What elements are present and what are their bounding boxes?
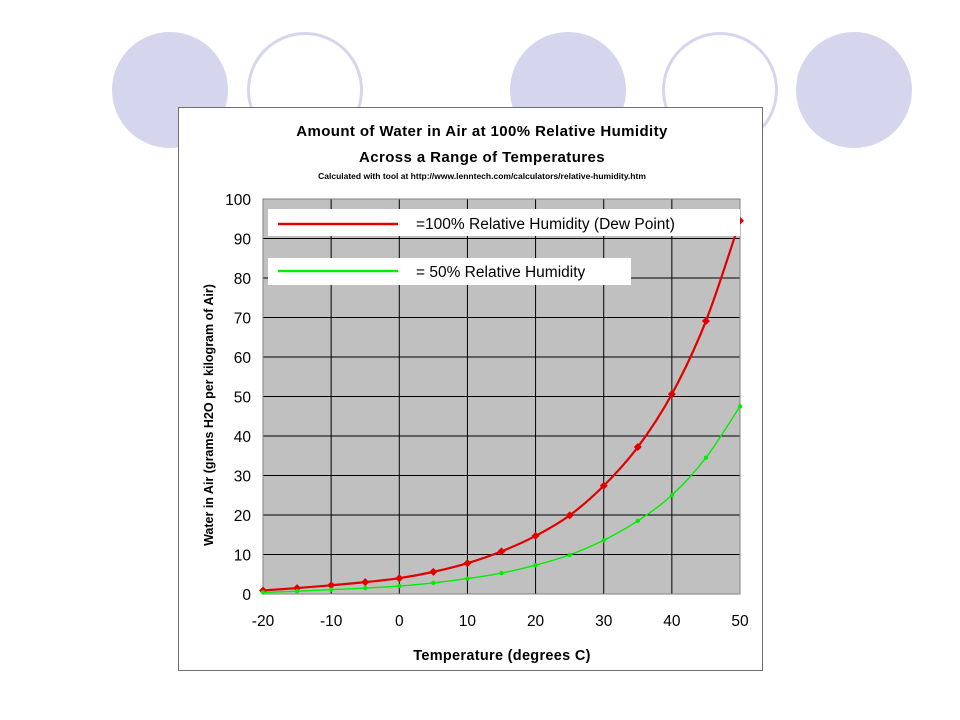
data-point: [531, 531, 540, 540]
data-point: [635, 518, 640, 524]
data-point: [260, 590, 266, 595]
data-point: [701, 317, 710, 326]
data-point: [497, 547, 506, 556]
data-point: [565, 511, 574, 520]
y-axis-label: Water in Air (grams H2O per kilogram of …: [202, 284, 216, 546]
x-tick-label: -20: [252, 613, 275, 630]
data-point: [633, 443, 642, 452]
data-point: [669, 493, 675, 498]
decor-circle-5: [796, 32, 912, 148]
legend-label-50: = 50% Relative Humidity: [416, 264, 586, 281]
y-tick-label: 10: [234, 548, 252, 565]
legend-entry-50: = 50% Relative Humidity: [268, 258, 631, 285]
data-point: [703, 455, 709, 460]
x-tick-label: 20: [527, 613, 545, 630]
x-axis-label: Temperature (degrees C): [413, 648, 590, 664]
y-tick-labels: 0 10 20 30 40 50 60 70 80 90 100: [225, 192, 251, 604]
data-point: [429, 567, 438, 576]
x-tick-label: 50: [731, 613, 749, 630]
data-point: [294, 589, 300, 594]
data-point: [599, 481, 608, 490]
y-tick-label: 30: [234, 469, 252, 486]
plot-border: [262, 198, 741, 595]
y-tick-label: 70: [234, 311, 252, 328]
data-point: [361, 578, 370, 587]
legend-label-100: =100% Relative Humidity (Dew Point): [416, 216, 675, 233]
series-50: [260, 404, 743, 595]
legend-box-100: [268, 209, 740, 236]
data-point: [327, 581, 336, 590]
x-tick-labels: -20 -10 0 10 20 30 40 50: [252, 613, 749, 630]
y-tick-label: 80: [234, 271, 252, 288]
data-point: [737, 404, 743, 409]
y-tick-label: 100: [225, 192, 251, 209]
series-layer: [259, 216, 744, 595]
y-tick-label: 60: [234, 350, 252, 367]
data-point: [328, 587, 334, 592]
data-point: [395, 574, 404, 583]
x-tick-label: 40: [663, 613, 681, 630]
data-point: [499, 570, 504, 576]
x-tick-label: -10: [320, 613, 343, 630]
y-tick-label: 0: [242, 587, 251, 604]
data-point: [463, 559, 472, 568]
data-point: [601, 538, 606, 543]
y-tick-label: 50: [234, 390, 252, 407]
y-tick-label: 90: [234, 232, 252, 249]
data-point: [567, 552, 572, 558]
chart-subtitle: Across a Range of Temperatures: [359, 149, 605, 166]
data-point: [431, 580, 436, 586]
data-point: [293, 584, 302, 593]
x-tick-label: 0: [395, 613, 404, 630]
y-tick-label: 40: [234, 429, 252, 446]
source-note: Calculated with tool at http://www.lennt…: [318, 171, 646, 181]
y-tick-label: 20: [234, 508, 252, 525]
data-point: [397, 583, 402, 589]
data-point: [363, 585, 368, 591]
data-point: [465, 576, 470, 581]
x-tick-label: 10: [459, 613, 477, 630]
legend-entry-100: =100% Relative Humidity (Dew Point): [268, 209, 740, 236]
data-point: [667, 390, 676, 399]
x-tick-label: 30: [595, 613, 613, 630]
chart-title: Amount of Water in Air at 100% Relative …: [296, 123, 668, 140]
data-point: [533, 562, 538, 568]
